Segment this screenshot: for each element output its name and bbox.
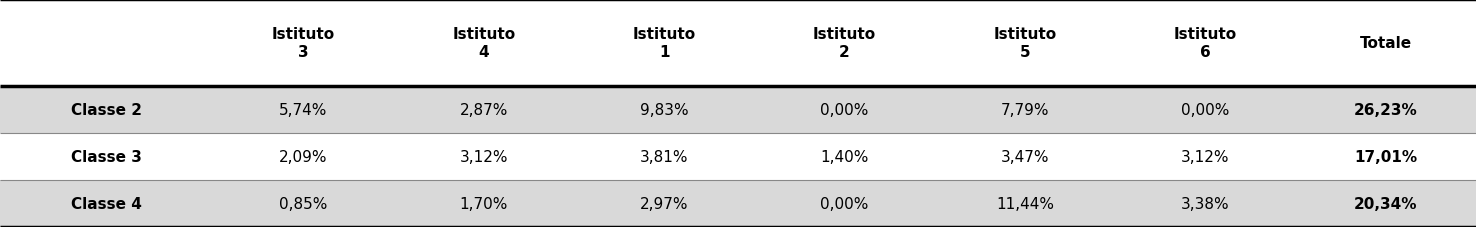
Text: Totale: Totale bbox=[1359, 36, 1413, 51]
Text: 2,97%: 2,97% bbox=[641, 196, 688, 211]
Text: 1,40%: 1,40% bbox=[821, 149, 869, 164]
Text: 2,09%: 2,09% bbox=[279, 149, 328, 164]
Text: 3,38%: 3,38% bbox=[1181, 196, 1230, 211]
Text: Classe 2: Classe 2 bbox=[71, 102, 142, 117]
Text: 3,12%: 3,12% bbox=[459, 149, 508, 164]
Text: 3,47%: 3,47% bbox=[1001, 149, 1049, 164]
Text: Istituto
2: Istituto 2 bbox=[813, 27, 877, 59]
Text: 20,34%: 20,34% bbox=[1353, 196, 1417, 211]
Text: 0,00%: 0,00% bbox=[821, 102, 869, 117]
Text: 0,00%: 0,00% bbox=[1181, 102, 1230, 117]
Bar bbox=[0, 180, 1476, 227]
Text: 0,85%: 0,85% bbox=[279, 196, 328, 211]
Text: Istituto
6: Istituto 6 bbox=[1173, 27, 1237, 59]
Text: 0,00%: 0,00% bbox=[821, 196, 869, 211]
Text: 2,87%: 2,87% bbox=[459, 102, 508, 117]
Text: 9,83%: 9,83% bbox=[641, 102, 688, 117]
Text: Istituto
1: Istituto 1 bbox=[633, 27, 695, 59]
Text: 17,01%: 17,01% bbox=[1355, 149, 1417, 164]
Bar bbox=[0, 86, 1476, 133]
Text: Classe 3: Classe 3 bbox=[71, 149, 142, 164]
Text: 26,23%: 26,23% bbox=[1353, 102, 1417, 117]
Text: 11,44%: 11,44% bbox=[996, 196, 1054, 211]
Bar bbox=[0, 0, 1476, 86]
Text: 7,79%: 7,79% bbox=[1001, 102, 1049, 117]
Text: Istituto
5: Istituto 5 bbox=[993, 27, 1057, 59]
Text: 5,74%: 5,74% bbox=[279, 102, 328, 117]
Text: Istituto
3: Istituto 3 bbox=[272, 27, 335, 59]
Text: Classe 4: Classe 4 bbox=[71, 196, 142, 211]
Bar bbox=[0, 133, 1476, 180]
Text: 3,81%: 3,81% bbox=[641, 149, 688, 164]
Text: 1,70%: 1,70% bbox=[459, 196, 508, 211]
Text: Istituto
4: Istituto 4 bbox=[452, 27, 515, 59]
Text: 3,12%: 3,12% bbox=[1181, 149, 1230, 164]
